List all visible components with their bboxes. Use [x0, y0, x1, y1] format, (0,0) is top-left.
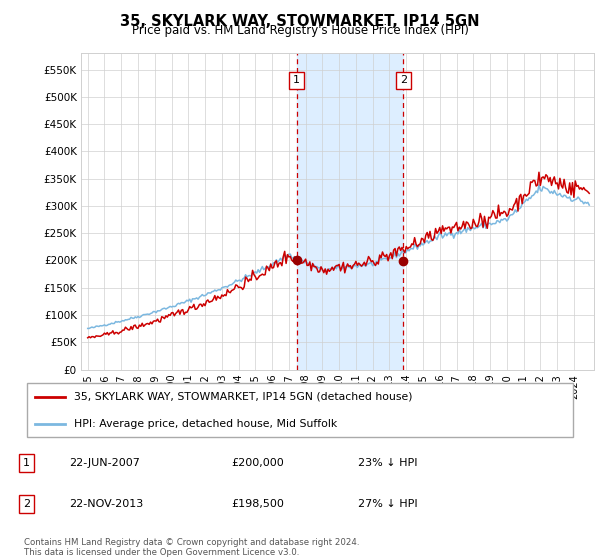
Text: £200,000: £200,000	[231, 458, 284, 468]
Text: 22-NOV-2013: 22-NOV-2013	[70, 498, 144, 508]
Text: 23% ↓ HPI: 23% ↓ HPI	[358, 458, 417, 468]
Text: 35, SKYLARK WAY, STOWMARKET, IP14 5GN: 35, SKYLARK WAY, STOWMARKET, IP14 5GN	[120, 14, 480, 29]
Text: 35, SKYLARK WAY, STOWMARKET, IP14 5GN (detached house): 35, SKYLARK WAY, STOWMARKET, IP14 5GN (d…	[74, 391, 412, 402]
Text: Price paid vs. HM Land Registry's House Price Index (HPI): Price paid vs. HM Land Registry's House …	[131, 24, 469, 37]
Text: 22-JUN-2007: 22-JUN-2007	[70, 458, 140, 468]
Text: Contains HM Land Registry data © Crown copyright and database right 2024.
This d: Contains HM Land Registry data © Crown c…	[24, 538, 359, 557]
Bar	[296, 53, 403, 370]
Text: 2: 2	[400, 76, 407, 86]
Text: HPI: Average price, detached house, Mid Suffolk: HPI: Average price, detached house, Mid …	[74, 419, 337, 429]
Text: 1: 1	[23, 458, 30, 468]
Text: 2: 2	[23, 498, 30, 508]
Text: 1: 1	[293, 76, 300, 86]
FancyBboxPatch shape	[27, 383, 573, 437]
Text: 27% ↓ HPI: 27% ↓ HPI	[358, 498, 417, 508]
Text: £198,500: £198,500	[231, 498, 284, 508]
